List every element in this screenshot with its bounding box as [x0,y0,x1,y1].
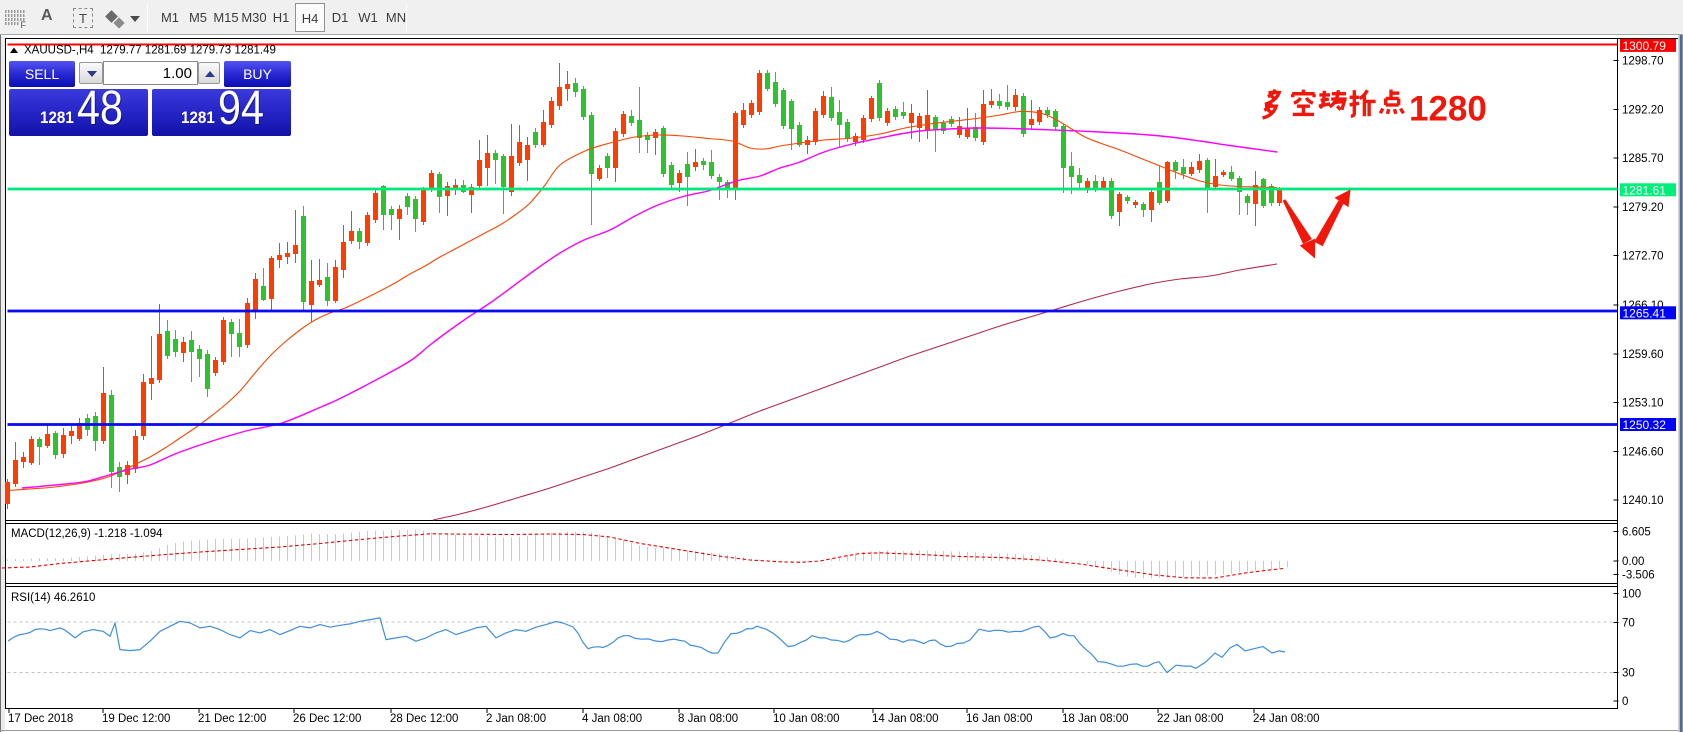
svg-text:RSI(14) 46.2610: RSI(14) 46.2610 [11,592,95,604]
svg-text:24 Jan 08:00: 24 Jan 08:00 [1253,713,1320,725]
svg-text:30: 30 [1622,668,1635,680]
svg-text:1265.41: 1265.41 [1623,306,1667,320]
svg-text:1279.20: 1279.20 [1622,202,1664,214]
svg-text:XAUUSD-,H4 1279.77 1281.69 12: XAUUSD-,H4 1279.77 1281.69 1279.73 1281.… [24,45,276,57]
svg-text:10 Jan 08:00: 10 Jan 08:00 [773,713,840,725]
svg-text:1259.60: 1259.60 [1622,349,1664,361]
svg-text:16 Jan 08:00: 16 Jan 08:00 [966,713,1033,725]
svg-text:21 Dec 12:00: 21 Dec 12:00 [198,713,266,725]
svg-text:MACD(12,26,9) -1.218 -1.094: MACD(12,26,9) -1.218 -1.094 [11,528,163,540]
svg-text:4 Jan 08:00: 4 Jan 08:00 [582,713,642,725]
svg-text:1240.10: 1240.10 [1622,495,1664,507]
svg-text:0.00: 0.00 [1622,556,1644,568]
svg-text:1292.20: 1292.20 [1622,104,1664,116]
svg-text:18 Jan 08:00: 18 Jan 08:00 [1062,713,1129,725]
svg-text:26 Dec 12:00: 26 Dec 12:00 [293,713,361,725]
svg-text:1272.70: 1272.70 [1622,251,1664,263]
svg-text:1281.61: 1281.61 [1623,183,1667,197]
svg-text:70: 70 [1622,617,1635,629]
svg-text:100: 100 [1622,589,1641,601]
svg-text:19 Dec 12:00: 19 Dec 12:00 [102,713,170,725]
svg-text:6.605: 6.605 [1622,527,1651,539]
svg-text:22 Jan 08:00: 22 Jan 08:00 [1157,713,1224,725]
svg-text:17 Dec 2018: 17 Dec 2018 [8,713,73,725]
svg-text:14 Jan 08:00: 14 Jan 08:00 [872,713,939,725]
svg-text:1253.10: 1253.10 [1622,398,1664,410]
svg-text:2 Jan 08:00: 2 Jan 08:00 [486,713,546,725]
svg-text:28 Dec 12:00: 28 Dec 12:00 [390,713,458,725]
svg-text:1280: 1280 [1409,90,1487,129]
svg-text:-3.506: -3.506 [1622,570,1655,582]
svg-text:0: 0 [1622,696,1628,708]
svg-text:1250.32: 1250.32 [1623,418,1667,432]
svg-text:1285.70: 1285.70 [1622,153,1664,165]
svg-text:1300.79: 1300.79 [1623,39,1667,53]
svg-text:8 Jan 08:00: 8 Jan 08:00 [678,713,738,725]
svg-text:1298.70: 1298.70 [1622,56,1664,68]
svg-text:1246.60: 1246.60 [1622,446,1664,458]
